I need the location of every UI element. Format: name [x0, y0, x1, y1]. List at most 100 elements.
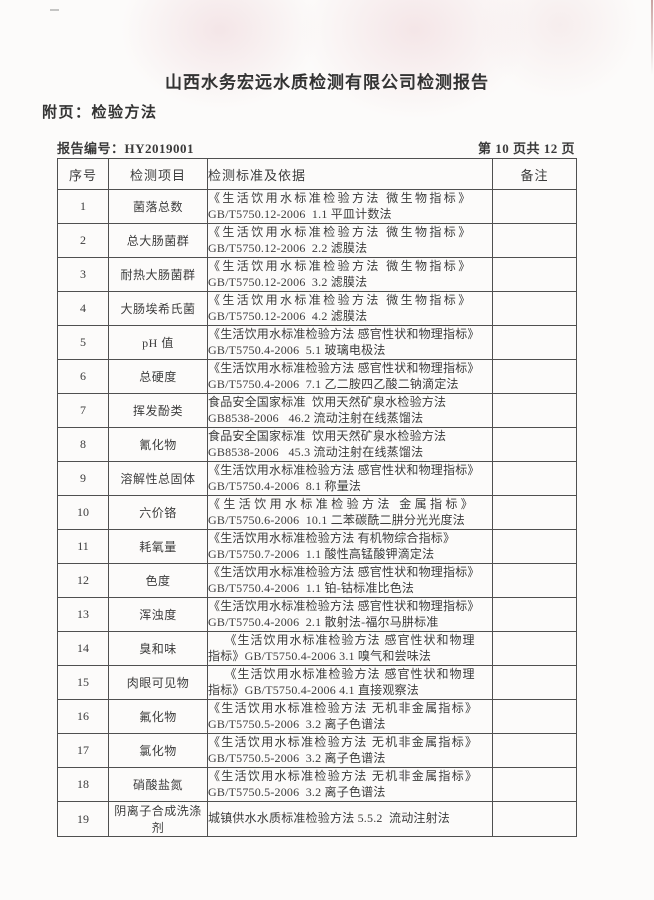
- standard-line2: GB/T5750.7-2006 1.1 酸性高锰酸钾滴定法: [208, 546, 435, 561]
- header-item: 检测项目: [108, 158, 208, 190]
- row-standard-cell: 《生活饮用水标准检验方法 微生物指标》 GB/T5750.12-2006 2.2 …: [207, 223, 493, 258]
- row-test-item: 色度: [108, 563, 208, 598]
- row-number: 4: [57, 291, 109, 326]
- row-test-item: 肉眼可见物: [108, 665, 208, 700]
- standard-line1: 《生活饮用水标准检验方法 微生物指标》: [208, 191, 473, 205]
- row-test-item: 耗氧量: [108, 529, 208, 564]
- row-standard-cell: 《生活饮用水标准检验方法 无机非金属指标》 GB/T5750.5-2006 3.2…: [207, 699, 493, 734]
- standard-line2: GB/T5750.5-2006 3.2 离子色谱法: [208, 784, 386, 799]
- row-remark-cell: [492, 529, 577, 564]
- row-number: 5: [57, 325, 109, 360]
- row-remark-cell: [492, 801, 577, 837]
- scan-edge-streak: [651, 0, 653, 75]
- table-row: 6 总硬度 《生活饮用水标准检验方法 感官性状和物理指标》 GB/T5750.4-20…: [57, 359, 577, 394]
- attachment-heading: 附页：检验方法: [42, 105, 158, 121]
- row-number: 16: [57, 699, 109, 734]
- row-test-item: 氟化物: [108, 699, 208, 734]
- row-remark-cell: [492, 665, 577, 700]
- standard-line1: 《生活饮用水标准检验方法 感官性状和物理指标》: [208, 361, 480, 375]
- standard-line1: 《生活饮用水标准检验方法 感官性状和物理: [224, 667, 476, 681]
- row-remark-cell: [492, 393, 577, 428]
- table-row: 5 pH 值《生活饮用水标准检验方法 感官性状和物理指标》 GB/T5750.4-2…: [57, 325, 577, 360]
- table-row: 3 耐热大肠菌群 《生活饮用水标准检验方法 微生物指标》 GB/T5750.12-20…: [57, 257, 577, 292]
- row-number: 14: [57, 631, 109, 666]
- row-test-item: 硝酸盐氮: [108, 767, 208, 802]
- row-standard-cell: 《生活饮用水标准检验方法 有机物综合指标》 GB/T5750.7-2006 1.1…: [207, 529, 493, 564]
- row-number: 9: [57, 461, 109, 496]
- row-test-item: 菌落总数: [108, 189, 208, 224]
- row-number: 12: [57, 563, 109, 598]
- row-remark-cell: [492, 699, 577, 734]
- standard-line1: 《生活饮用水标准检验方法 微生物指标》: [208, 293, 473, 307]
- standard-line1: 《生活饮用水标准检验方法 感官性状和物理指标》: [208, 463, 480, 477]
- row-number: 8: [57, 427, 109, 462]
- standard-line1: 《生活饮用水标准检验方法 无机非金属指标》: [208, 701, 479, 715]
- report-number-value: HY2019001: [124, 141, 195, 156]
- header-remark: 备注: [492, 158, 577, 190]
- row-number: 15: [57, 665, 109, 700]
- standard-line1: 食品安全国家标准 饮用天然矿泉水检验方法: [208, 429, 447, 443]
- row-standard-cell: 《生活饮用水标准检验方法 感官性状和物理 指标》GB/T5750.4-2006 3…: [207, 631, 493, 666]
- row-remark-cell: [492, 325, 577, 360]
- row-number: 1: [57, 189, 109, 224]
- table-row: 10 六价铬 《生活饮用水标准检验方法 金属指标》 GB/T5750.6-2006 1…: [57, 495, 577, 530]
- row-test-item: pH 值: [108, 325, 208, 360]
- standard-line2: GB/T5750.12-2006 1.1 平皿计数法: [208, 206, 392, 221]
- row-remark-cell: [492, 189, 577, 224]
- table-header-row: 序号 检测项目 检测标准及依据 备注: [57, 158, 577, 190]
- row-remark-cell: [492, 291, 577, 326]
- table-row: 16 氟化物 《生活饮用水标准检验方法 无机非金属指标》 GB/T5750.5-200…: [57, 699, 577, 734]
- row-test-item: 总硬度: [108, 359, 208, 394]
- row-remark-cell: [492, 257, 577, 292]
- standard-line2: GB/T5750.12-2006 2.2 滤膜法: [208, 240, 368, 255]
- row-standard-cell: 《生活饮用水标准检验方法 感官性状和物理 指标》GB/T5750.4-2006 4…: [207, 665, 493, 700]
- row-test-item: 氯化物: [108, 733, 208, 768]
- row-test-item: 大肠埃希氏菌: [108, 291, 208, 326]
- standard-line2: GB/T5750.12-2006 4.2 滤膜法: [208, 308, 368, 323]
- row-test-item: 浑浊度: [108, 597, 208, 632]
- standard-line1: 《生活饮用水标准检验方法 无机非金属指标》: [208, 769, 479, 783]
- row-test-item: 挥发酚类: [108, 393, 208, 428]
- standard-line2: GB/T5750.5-2006 3.2 离子色谱法: [208, 750, 386, 765]
- table-row: 13 浑浊度 《生活饮用水标准检验方法 感官性状和物理指标》 GB/T5750.4-2…: [57, 597, 577, 632]
- standard-line1: 《生活饮用水标准检验方法 无机非金属指标》: [208, 735, 479, 749]
- standard-line2: GB/T5750.12-2006 3.2 滤膜法: [208, 274, 368, 289]
- table-row: 14 臭和味 《生活饮用水标准检验方法 感官性状和物理 指标》GB/T5750.4-2…: [57, 631, 577, 666]
- standard-line1: 《生活饮用水标准检验方法 微生物指标》: [208, 225, 473, 239]
- table-row: 7 挥发酚类 食品安全国家标准 饮用天然矿泉水检验方法 GB8538-2006 46.…: [57, 393, 577, 428]
- standard-line1: 《生活饮用水标准检验方法 金属指标》: [208, 497, 477, 511]
- row-standard-cell: 《生活饮用水标准检验方法 感官性状和物理指标》 GB/T5750.4-2006 5…: [207, 325, 493, 360]
- row-remark-cell: [492, 359, 577, 394]
- row-standard-cell: 城镇供水水质标准检验方法 5.5.2 流动注射法: [207, 801, 493, 837]
- report-meta-row: 报告编号：HY2019001 第 10 页共 12 页: [57, 138, 575, 157]
- row-test-item: 臭和味: [108, 631, 208, 666]
- row-remark-cell: [492, 631, 577, 666]
- standard-line2: GB/T5750.4-2006 7.1 乙二胺四乙酸二钠滴定法: [208, 376, 459, 391]
- row-number: 19: [57, 801, 109, 837]
- row-remark-cell: [492, 597, 577, 632]
- standard-line2: GB/T5750.4-2006 8.1 称量法: [208, 478, 362, 493]
- standard-line1: 食品安全国家标准 饮用天然矿泉水检验方法: [208, 395, 447, 409]
- row-standard-cell: 《生活饮用水标准检验方法 感官性状和物理指标》 GB/T5750.4-2006 7…: [207, 359, 493, 394]
- row-remark-cell: [492, 461, 577, 496]
- table-row: 12 色度 《生活饮用水标准检验方法 感官性状和物理指标》 GB/T5750.4-20…: [57, 563, 577, 598]
- standard-line2: GB/T5750.4-2006 2.1 散射法-福尔马肼标准: [208, 614, 439, 629]
- row-remark-cell: [492, 733, 577, 768]
- row-number: 17: [57, 733, 109, 768]
- row-number: 13: [57, 597, 109, 632]
- table-row: 19 阴离子合成洗涤剂 城镇供水水质标准检验方法 5.5.2 流动注射法: [57, 801, 577, 837]
- row-test-item: 溶解性总固体: [108, 461, 208, 496]
- standard-line1: 《生活饮用水标准检验方法 有机物综合指标》: [208, 531, 456, 545]
- row-test-item: 阴离子合成洗涤剂: [108, 801, 208, 837]
- standard-line2: GB/T5750.4-2006 5.1 玻璃电极法: [208, 342, 386, 357]
- row-standard-cell: 《生活饮用水标准检验方法 感官性状和物理指标》 GB/T5750.4-2006 2…: [207, 597, 493, 632]
- page-title: 山西水务宏远水质检测有限公司检测报告: [165, 73, 489, 92]
- page-number-info: 第 10 页共 12 页: [477, 141, 575, 156]
- report-number-label: 报告编号：: [57, 141, 125, 156]
- table-row: 17 氯化物 《生活饮用水标准检验方法 无机非金属指标》 GB/T5750.5-200…: [57, 733, 577, 768]
- report-number: 报告编号：HY2019001: [57, 138, 194, 157]
- table-row: 2 总大肠菌群 《生活饮用水标准检验方法 微生物指标》 GB/T5750.12-200…: [57, 223, 577, 258]
- row-standard-cell: 《生活饮用水标准检验方法 微生物指标》 GB/T5750.12-2006 3.2 …: [207, 257, 493, 292]
- standard-line2: GB8538-2006 45.3 流动注射在线蒸馏法: [208, 444, 424, 459]
- row-standard-cell: 《生活饮用水标准检验方法 微生物指标》 GB/T5750.12-2006 1.1 …: [207, 189, 493, 224]
